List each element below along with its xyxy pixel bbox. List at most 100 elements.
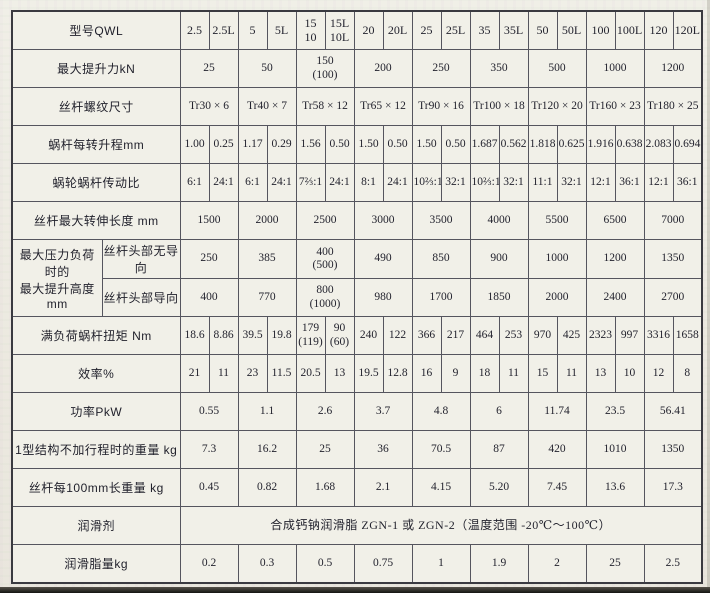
cell-lead-per-rev: 1.50 xyxy=(411,125,442,164)
row-label-power: 功率PkW xyxy=(11,392,181,431)
cell-grease-amount: 2.5 xyxy=(643,544,703,584)
cell-gear-ratio: 32:1 xyxy=(498,163,529,202)
cell-lead-per-rev: 1.818 xyxy=(527,125,558,164)
table-row-power: 功率PkW 0.55 1.1 2.6 3.7 4.8 6 11.74 23.5 56.41 xyxy=(11,392,703,431)
cell-efficiency: 16 xyxy=(411,354,442,393)
cell-max-lift-force: 500 xyxy=(527,49,587,88)
row-label-lubricant: 润滑剂 xyxy=(11,506,181,545)
scan-edge-right xyxy=(707,0,710,593)
cell-lead-per-rev: 0.694 xyxy=(672,125,703,164)
row-sublabel-lift-height-guided: 丝杆头部导向 xyxy=(101,278,181,317)
cell-gear-ratio: 11:1 xyxy=(527,163,558,202)
row-label-gear-ratio: 蜗轮蜗杆传动比 xyxy=(11,163,181,202)
table-row-model: 型号QWL 2.5 2.5L 5 5L 15 10 15L 10L 20 20L 25 25L 35 35L… xyxy=(11,10,703,50)
cell-screw-weight-per-100mm: 0.82 xyxy=(237,468,297,507)
cell-structure-weight: 36 xyxy=(353,430,413,469)
table-row-lead-per-rev: 蜗杆每转升程mm 1.00 0.25 1.17 0.29 1.56 0.50 1.50 0.50… xyxy=(11,125,703,164)
cell-lift-height-guided: 2700 xyxy=(643,278,703,317)
cell-structure-weight: 25 xyxy=(295,430,355,469)
row-label-full-load-torque: 满负荷蜗杆扭矩 Nm xyxy=(11,316,181,355)
row-label-lead-per-rev: 蜗杆每转升程mm xyxy=(11,125,181,164)
cell-full-load-torque: 18.6 xyxy=(179,316,210,355)
cell-gear-ratio: 12:1 xyxy=(585,163,616,202)
cell-lift-height-guided: 770 xyxy=(237,278,297,317)
cell-model: 50L xyxy=(556,10,587,50)
cell-lift-height-guided: 2400 xyxy=(585,278,645,317)
cell-model: 50 xyxy=(527,10,558,50)
cell-model: 120 xyxy=(643,10,674,50)
cell-power: 6 xyxy=(469,392,529,431)
cell-gear-ratio: 32:1 xyxy=(440,163,471,202)
cell-thread-size: Tr30 × 6 xyxy=(179,87,239,126)
cell-structure-weight: 7.3 xyxy=(179,430,239,469)
cell-lead-per-rev: 0.625 xyxy=(556,125,587,164)
cell-screw-weight-per-100mm: 4.15 xyxy=(411,468,471,507)
scan-edge-bottom xyxy=(0,587,710,593)
cell-model: 100L xyxy=(614,10,645,50)
row-label-structure-weight: 1型结构不加行程时的重量 kg xyxy=(11,430,181,469)
spec-table: 型号QWL 2.5 2.5L 5 5L 15 10 15L 10L 20 20L 25 25L 35 35L… xyxy=(11,10,703,584)
cell-lift-height-unguided: 400 (500) xyxy=(295,239,355,279)
cell-lead-per-rev: 0.562 xyxy=(498,125,529,164)
row-label-model: 型号QWL xyxy=(11,10,181,50)
cell-efficiency: 15 xyxy=(527,354,558,393)
cell-efficiency: 11 xyxy=(208,354,239,393)
cell-grease-amount: 0.2 xyxy=(179,544,239,584)
cell-gear-ratio: 6:1 xyxy=(179,163,210,202)
row-label-max-lift-force: 最大提升力kN xyxy=(11,49,181,88)
cell-model: 15L 10L xyxy=(324,10,355,50)
cell-max-screw-length: 3000 xyxy=(353,201,413,240)
cell-efficiency: 11 xyxy=(556,354,587,393)
cell-gear-ratio: 32:1 xyxy=(556,163,587,202)
cell-grease-amount: 0.75 xyxy=(353,544,413,584)
cell-lift-height-guided: 1700 xyxy=(411,278,471,317)
cell-full-load-torque: 425 xyxy=(556,316,587,355)
cell-thread-size: Tr58 × 12 xyxy=(295,87,355,126)
cell-gear-ratio: 10⅔:1 xyxy=(469,163,500,202)
cell-grease-amount: 0.5 xyxy=(295,544,355,584)
cell-efficiency: 23 xyxy=(237,354,268,393)
cell-lead-per-rev: 1.00 xyxy=(179,125,210,164)
cell-grease-amount: 0.3 xyxy=(237,544,297,584)
cell-efficiency: 11.5 xyxy=(266,354,297,393)
cell-efficiency: 10 xyxy=(614,354,645,393)
cell-model: 20 xyxy=(353,10,384,50)
cell-lift-height-unguided: 490 xyxy=(353,239,413,279)
cell-lead-per-rev: 1.916 xyxy=(585,125,616,164)
cell-power: 11.74 xyxy=(527,392,587,431)
cell-full-load-torque: 253 xyxy=(498,316,529,355)
cell-model: 5 xyxy=(237,10,268,50)
table-row-structure-weight: 1型结构不加行程时的重量 kg 7.3 16.2 25 36 70.5 87 420 1010 1… xyxy=(11,430,703,469)
cell-full-load-torque: 464 xyxy=(469,316,500,355)
cell-lead-per-rev: 0.50 xyxy=(382,125,413,164)
cell-max-lift-force: 50 xyxy=(237,49,297,88)
cell-gear-ratio: 7⅔:1 xyxy=(295,163,326,202)
cell-max-screw-length: 2000 xyxy=(237,201,297,240)
cell-lift-height-guided: 400 xyxy=(179,278,239,317)
row-label-screw-weight-per-100mm: 丝杆每100mm长重量 kg xyxy=(11,468,181,507)
cell-efficiency: 18 xyxy=(469,354,500,393)
cell-model: 100 xyxy=(585,10,616,50)
cell-screw-weight-per-100mm: 1.68 xyxy=(295,468,355,507)
cell-full-load-torque: 39.5 xyxy=(237,316,268,355)
cell-thread-size: Tr180 × 25 xyxy=(643,87,703,126)
cell-lead-per-rev: 0.50 xyxy=(324,125,355,164)
cell-lead-per-rev: 1.687 xyxy=(469,125,500,164)
cell-structure-weight: 87 xyxy=(469,430,529,469)
table-row-grease-amount: 润滑脂量kg 0.2 0.3 0.5 0.75 1 1.9 2 25 2.5 xyxy=(11,544,703,584)
row-label-efficiency: 效率% xyxy=(11,354,181,393)
cell-lead-per-rev: 2.083 xyxy=(643,125,674,164)
cell-efficiency: 20.5 xyxy=(295,354,326,393)
cell-lift-height-unguided: 1200 xyxy=(585,239,645,279)
cell-grease-amount: 25 xyxy=(585,544,645,584)
cell-max-screw-length: 7000 xyxy=(643,201,703,240)
cell-model: 2.5L xyxy=(208,10,239,50)
cell-thread-size: Tr100 × 18 xyxy=(469,87,529,126)
cell-full-load-torque: 8.86 xyxy=(208,316,239,355)
cell-efficiency: 9 xyxy=(440,354,471,393)
cell-lift-height-unguided: 250 xyxy=(179,239,239,279)
cell-full-load-torque: 122 xyxy=(382,316,413,355)
cell-full-load-torque: 179 (119) xyxy=(295,316,326,355)
cell-structure-weight: 420 xyxy=(527,430,587,469)
cell-model: 20L xyxy=(382,10,413,50)
